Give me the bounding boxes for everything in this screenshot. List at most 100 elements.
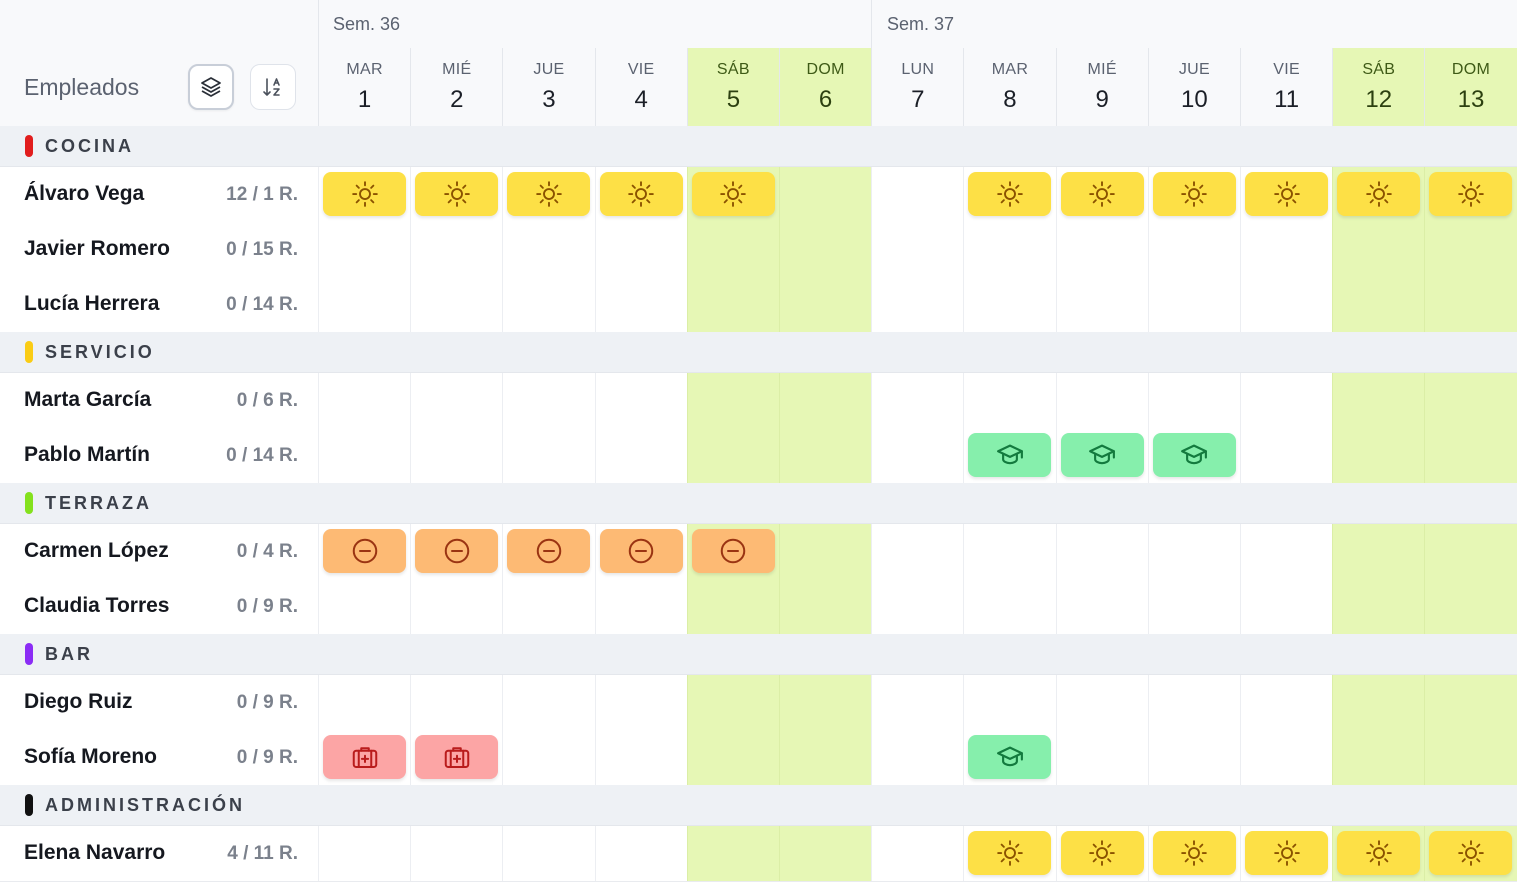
day-cell[interactable] <box>1424 277 1517 332</box>
day-cell[interactable] <box>502 826 594 881</box>
day-cell[interactable] <box>410 675 502 730</box>
employee-name[interactable]: Elena Navarro <box>24 841 166 864</box>
day-cell[interactable] <box>1055 524 1148 579</box>
day-cell[interactable] <box>1332 524 1425 579</box>
day-cell[interactable] <box>1424 730 1517 785</box>
day-cell[interactable] <box>594 222 687 277</box>
vacation-chip[interactable] <box>1245 172 1328 216</box>
vacation-chip[interactable] <box>1337 831 1421 875</box>
day-cell[interactable] <box>779 730 872 785</box>
day-cell[interactable] <box>502 428 594 483</box>
day-cell[interactable] <box>410 579 502 634</box>
day-cell[interactable] <box>410 730 502 785</box>
day-cell[interactable] <box>1240 826 1332 881</box>
day-cell[interactable] <box>1240 277 1332 332</box>
day-cell[interactable] <box>1147 167 1240 222</box>
day-cell[interactable] <box>1424 373 1517 428</box>
day-cell[interactable] <box>410 277 502 332</box>
day-cell[interactable] <box>410 524 502 579</box>
day-cell[interactable] <box>1332 167 1425 222</box>
day-cell[interactable] <box>779 675 872 730</box>
day-cell[interactable] <box>686 524 779 579</box>
day-cell[interactable] <box>1147 428 1240 483</box>
day-cell[interactable] <box>1147 277 1240 332</box>
day-cell[interactable] <box>1424 675 1517 730</box>
training-chip[interactable] <box>1152 433 1236 477</box>
day-cell[interactable] <box>318 524 410 579</box>
training-chip[interactable] <box>1060 433 1144 477</box>
day-cell[interactable] <box>779 167 872 222</box>
day-cell[interactable] <box>1055 675 1148 730</box>
day-cell[interactable] <box>1240 373 1332 428</box>
day-cell[interactable] <box>686 167 779 222</box>
day-cell[interactable] <box>963 167 1055 222</box>
day-cell[interactable] <box>779 277 872 332</box>
day-cell[interactable] <box>1055 579 1148 634</box>
day-cell[interactable] <box>410 373 502 428</box>
vacation-chip[interactable] <box>968 172 1052 216</box>
day-cell[interactable] <box>1332 222 1425 277</box>
day-cell[interactable] <box>1055 277 1148 332</box>
day-cell[interactable] <box>1055 428 1148 483</box>
vacation-chip[interactable] <box>507 172 591 216</box>
day-cell[interactable] <box>779 524 872 579</box>
day-cell[interactable] <box>1240 730 1332 785</box>
vacation-chip[interactable] <box>415 172 499 216</box>
employee-name[interactable]: Álvaro Vega <box>24 182 145 205</box>
day-cell[interactable] <box>1424 167 1517 222</box>
day-cell[interactable] <box>1055 373 1148 428</box>
day-cell[interactable] <box>686 675 779 730</box>
vacation-chip[interactable] <box>1152 172 1236 216</box>
day-cell[interactable] <box>318 730 410 785</box>
day-cell[interactable] <box>1240 579 1332 634</box>
absence-chip[interactable] <box>691 529 775 573</box>
day-cell[interactable] <box>594 675 687 730</box>
day-cell[interactable] <box>1332 373 1425 428</box>
day-cell[interactable] <box>318 579 410 634</box>
vacation-chip[interactable] <box>1245 831 1328 875</box>
vacation-chip[interactable] <box>691 172 775 216</box>
employee-name[interactable]: Lucía Herrera <box>24 292 160 315</box>
day-cell[interactable] <box>1055 730 1148 785</box>
day-cell[interactable] <box>502 222 594 277</box>
day-cell[interactable] <box>871 524 963 579</box>
day-cell[interactable] <box>686 277 779 332</box>
day-cell[interactable] <box>1147 524 1240 579</box>
day-cell[interactable] <box>1147 675 1240 730</box>
employee-name[interactable]: Javier Romero <box>24 237 170 260</box>
vacation-chip[interactable] <box>1429 172 1513 216</box>
day-cell[interactable] <box>686 826 779 881</box>
day-cell[interactable] <box>318 222 410 277</box>
day-cell[interactable] <box>502 373 594 428</box>
day-cell[interactable] <box>1424 826 1517 881</box>
vacation-chip[interactable] <box>1060 831 1144 875</box>
vacation-chip[interactable] <box>1152 831 1236 875</box>
absence-chip[interactable] <box>507 529 591 573</box>
employee-name[interactable]: Pablo Martín <box>24 443 151 466</box>
day-cell[interactable] <box>502 524 594 579</box>
day-cell[interactable] <box>318 167 410 222</box>
day-cell[interactable] <box>871 373 963 428</box>
day-cell[interactable] <box>1240 222 1332 277</box>
day-cell[interactable] <box>871 579 963 634</box>
vacation-chip[interactable] <box>323 172 406 216</box>
day-cell[interactable] <box>594 730 687 785</box>
employee-name[interactable]: Diego Ruiz <box>24 690 133 713</box>
absence-chip[interactable] <box>323 529 406 573</box>
day-cell[interactable] <box>963 524 1055 579</box>
day-cell[interactable] <box>963 277 1055 332</box>
day-cell[interactable] <box>871 675 963 730</box>
day-cell[interactable] <box>502 277 594 332</box>
day-cell[interactable] <box>686 428 779 483</box>
group-toggle-button[interactable] <box>188 64 234 110</box>
sort-button[interactable] <box>250 64 296 110</box>
employee-name[interactable]: Sofía Moreno <box>24 745 158 768</box>
day-cell[interactable] <box>871 826 963 881</box>
sick-chip[interactable] <box>323 735 406 779</box>
day-cell[interactable] <box>594 373 687 428</box>
vacation-chip[interactable] <box>1337 172 1421 216</box>
training-chip[interactable] <box>968 433 1052 477</box>
day-cell[interactable] <box>594 428 687 483</box>
day-cell[interactable] <box>410 826 502 881</box>
day-cell[interactable] <box>963 428 1055 483</box>
